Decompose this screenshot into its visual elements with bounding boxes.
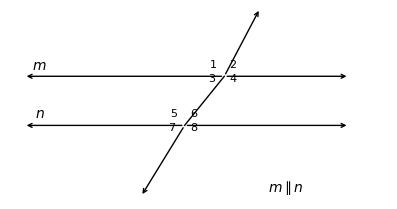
Text: 4: 4 [229,74,237,84]
Text: $m \parallel n$: $m \parallel n$ [268,179,304,197]
Text: 7: 7 [168,123,175,133]
Text: 2: 2 [229,60,237,70]
Text: 3: 3 [208,74,215,84]
Text: 5: 5 [170,109,177,119]
Text: 6: 6 [190,109,197,119]
Text: $n$: $n$ [35,107,44,121]
Text: 1: 1 [210,60,217,70]
Text: 8: 8 [190,123,197,133]
Text: $m$: $m$ [33,59,47,73]
